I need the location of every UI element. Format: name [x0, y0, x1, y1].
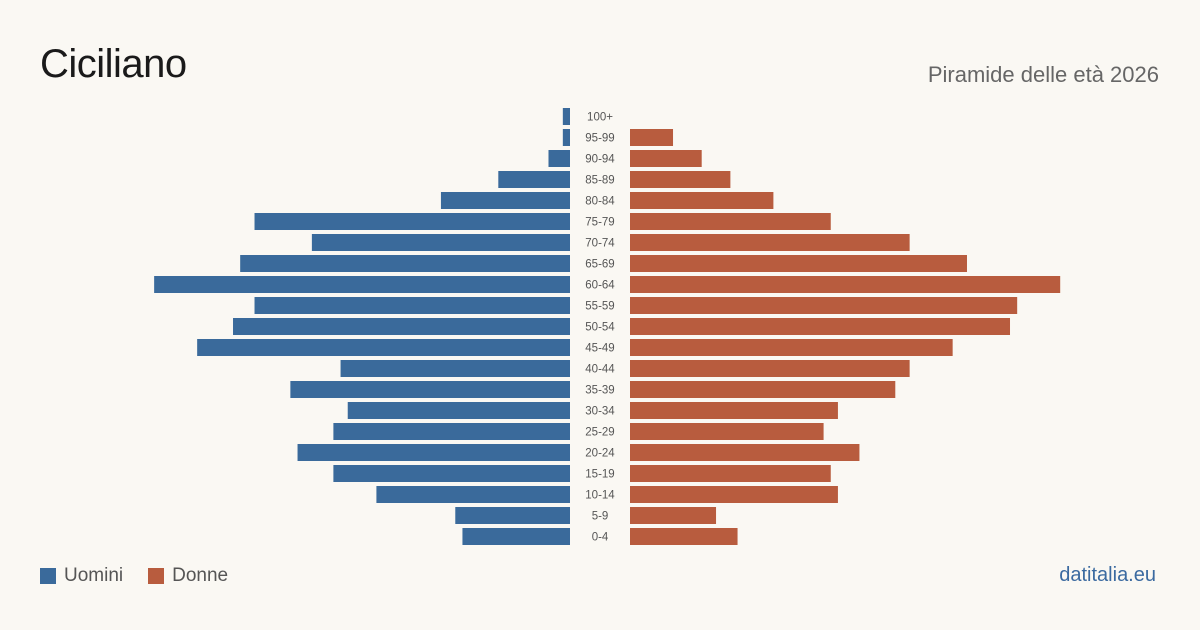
age-label-90-94: 90-94 [585, 154, 615, 166]
bar-men-30-34[interactable] [347, 402, 570, 419]
bar-women-55-59[interactable] [630, 297, 1018, 314]
bar-men-50-54[interactable] [233, 318, 570, 335]
bar-women-30-34[interactable] [630, 402, 838, 419]
bar-women-35-39[interactable] [630, 381, 896, 398]
bar-women-45-49[interactable] [630, 339, 953, 356]
age-label-15-19: 15-19 [585, 469, 614, 481]
legend-swatch-men [40, 568, 56, 584]
bar-women-85-89[interactable] [630, 171, 731, 188]
age-label-95-99: 95-99 [585, 133, 614, 145]
bar-women-60-64[interactable] [630, 276, 1061, 293]
page-title: Ciciliano [40, 42, 187, 86]
bar-men-55-59[interactable] [254, 297, 570, 314]
bar-men-10-14[interactable] [376, 486, 570, 503]
bar-women-75-79[interactable] [630, 213, 831, 230]
bar-women-20-24[interactable] [630, 444, 860, 461]
bar-women-10-14[interactable] [630, 486, 838, 503]
bar-men-80-84[interactable] [440, 192, 570, 209]
brand-link[interactable]: datitalia.eu [1059, 564, 1156, 586]
bar-women-95-99[interactable] [630, 129, 674, 146]
bar-men-35-39[interactable] [290, 381, 570, 398]
age-label-0-4: 0-4 [592, 532, 609, 544]
age-label-40-44: 40-44 [585, 364, 615, 376]
bar-men-60-64[interactable] [154, 276, 570, 293]
bar-women-50-54[interactable] [630, 318, 1011, 335]
age-label-50-54: 50-54 [585, 322, 615, 334]
legend-label-women: Donne [172, 565, 229, 586]
bar-men-25-29[interactable] [333, 423, 570, 440]
age-label-25-29: 25-29 [585, 427, 614, 439]
bar-men-85-89[interactable] [498, 171, 570, 188]
bar-men-95-99[interactable] [562, 129, 570, 146]
age-label-30-34: 30-34 [585, 406, 615, 418]
bar-women-25-29[interactable] [630, 423, 824, 440]
legend-swatch-women [148, 568, 165, 584]
age-label-100+: 100+ [587, 112, 613, 124]
bar-men-45-49[interactable] [197, 339, 570, 356]
bar-men-20-24[interactable] [297, 444, 570, 461]
legend-item-women[interactable]: Donne [148, 565, 228, 587]
chart-subtitle: Piramide delle età 2026 [927, 62, 1159, 87]
age-label-45-49: 45-49 [585, 343, 614, 355]
bar-men-100+[interactable] [562, 108, 570, 125]
age-label-65-69: 65-69 [585, 259, 614, 271]
bar-men-15-19[interactable] [333, 465, 570, 482]
bar-women-40-44[interactable] [630, 360, 910, 377]
age-label-80-84: 80-84 [585, 196, 615, 208]
age-label-5-9: 5-9 [592, 511, 609, 523]
age-label-60-64: 60-64 [585, 280, 615, 292]
bar-women-90-94[interactable] [630, 150, 702, 167]
bar-men-75-79[interactable] [254, 213, 570, 230]
age-label-10-14: 10-14 [585, 490, 615, 502]
bar-women-70-74[interactable] [630, 234, 910, 251]
legend-label-men: Uomini [64, 565, 124, 586]
age-label-20-24: 20-24 [585, 448, 615, 460]
bar-women-0-4[interactable] [630, 528, 738, 545]
age-label-85-89: 85-89 [585, 175, 614, 187]
bar-women-80-84[interactable] [630, 192, 774, 209]
legend: Uomini Donne [40, 565, 253, 587]
bar-men-5-9[interactable] [455, 507, 570, 524]
age-label-55-59: 55-59 [585, 301, 614, 313]
bar-men-40-44[interactable] [340, 360, 570, 377]
bar-men-90-94[interactable] [548, 150, 570, 167]
age-label-35-39: 35-39 [585, 385, 614, 397]
age-label-70-74: 70-74 [585, 238, 615, 250]
age-label-75-79: 75-79 [585, 217, 614, 229]
bar-women-5-9[interactable] [630, 507, 717, 524]
bar-men-0-4[interactable] [462, 528, 570, 545]
bar-women-15-19[interactable] [630, 465, 831, 482]
bar-men-65-69[interactable] [240, 255, 570, 272]
bar-women-65-69[interactable] [630, 255, 967, 272]
bar-men-70-74[interactable] [311, 234, 570, 251]
legend-item-men[interactable]: Uomini [40, 565, 123, 587]
